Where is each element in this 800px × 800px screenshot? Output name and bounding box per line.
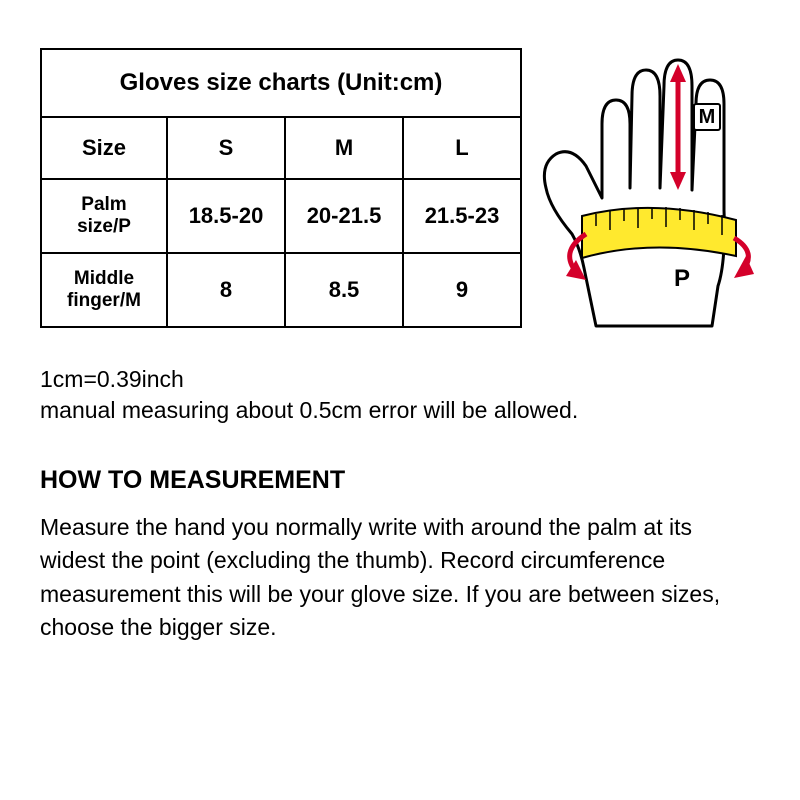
top-row: Gloves size charts (Unit:cm) Size S M L … — [40, 48, 760, 338]
col-header-s: S — [167, 117, 285, 179]
hand-icon: M P — [522, 38, 782, 338]
cell-mf-m: 8.5 — [285, 253, 403, 327]
how-to-body: Measure the hand you normally write with… — [40, 511, 760, 644]
table-row: Middle finger/M 8 8.5 9 — [41, 253, 521, 327]
row-label-line: size/P — [42, 216, 166, 238]
col-header-m: M — [285, 117, 403, 179]
hand-diagram: M P — [522, 48, 760, 338]
note-unit-conversion: 1cm=0.39inch — [40, 364, 760, 395]
label-p: P — [674, 265, 690, 292]
row-label-middle-finger: Middle finger/M — [41, 253, 167, 327]
col-header-l: L — [403, 117, 521, 179]
label-m: M — [699, 106, 716, 128]
cell-palm-s: 18.5-20 — [167, 179, 285, 253]
cell-palm-l: 21.5-23 — [403, 179, 521, 253]
table-title: Gloves size charts (Unit:cm) — [41, 49, 521, 117]
size-chart-table: Gloves size charts (Unit:cm) Size S M L … — [40, 48, 522, 328]
unit-notes: 1cm=0.39inch manual measuring about 0.5c… — [40, 364, 760, 426]
table-header-row: Size S M L — [41, 117, 521, 179]
cell-mf-l: 9 — [403, 253, 521, 327]
row-label-line: Middle — [42, 268, 166, 290]
cell-palm-m: 20-21.5 — [285, 179, 403, 253]
row-label-line: finger/M — [42, 290, 166, 312]
note-error-allowance: manual measuring about 0.5cm error will … — [40, 395, 760, 426]
cell-mf-s: 8 — [167, 253, 285, 327]
hand-outline — [544, 60, 724, 326]
col-header-size: Size — [41, 117, 167, 179]
table-row: Palm size/P 18.5-20 20-21.5 21.5-23 — [41, 179, 521, 253]
row-label-palm: Palm size/P — [41, 179, 167, 253]
row-label-line: Palm — [42, 194, 166, 216]
how-to-title: HOW TO MEASUREMENT — [40, 466, 760, 495]
page: Gloves size charts (Unit:cm) Size S M L … — [0, 0, 800, 800]
